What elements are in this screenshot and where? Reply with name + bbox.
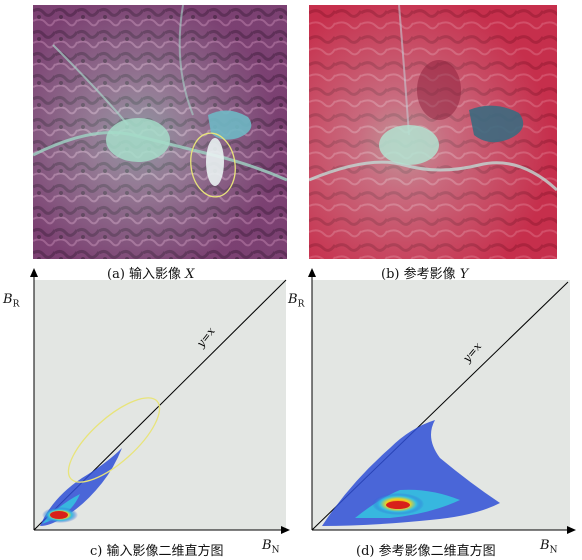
caption-b: (b) 参考影像 Y	[381, 267, 469, 282]
histogram-c: y=x	[22, 268, 290, 536]
x-axis-label-c: BN	[262, 538, 280, 556]
x-axis-label-d: BN	[540, 538, 558, 556]
reference-image-y	[309, 5, 557, 259]
anomaly-ellipse	[67, 397, 161, 483]
caption-a: (a) 输入影像 X	[107, 267, 195, 282]
histogram-d: y=x	[300, 268, 576, 536]
input-image-x	[33, 5, 287, 259]
caption-d: (d) 参考影像二维直方图	[356, 544, 496, 559]
caption-c: c) 输入影像二维直方图	[90, 544, 224, 559]
y-axis-label-d: BR	[288, 292, 305, 310]
cloud-region-ellipse	[190, 132, 236, 198]
y-axis-label-c: BR	[3, 292, 20, 310]
